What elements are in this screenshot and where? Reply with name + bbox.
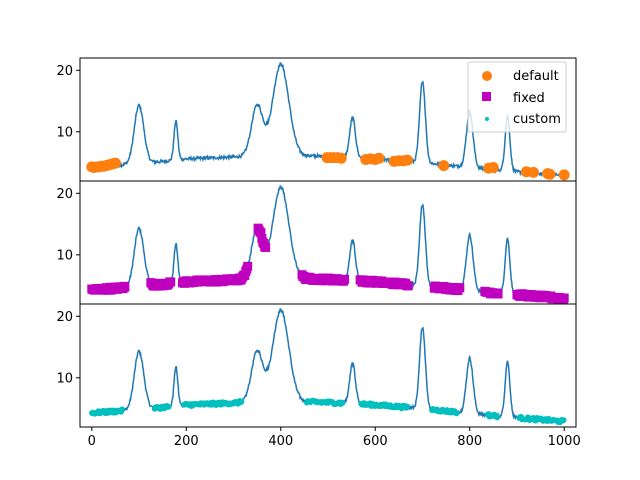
data-point (558, 169, 570, 181)
x-tick-label: 1000 (548, 434, 581, 449)
y-tick-label: 20 (56, 187, 73, 202)
data-point (560, 417, 567, 423)
data-point (403, 281, 413, 291)
legend-marker-fixed (482, 92, 491, 101)
data-point (401, 154, 413, 166)
x-tick-label: 200 (174, 434, 199, 449)
x-tick-label: 800 (457, 434, 482, 449)
x-tick-label: 0 (88, 434, 96, 449)
data-point (404, 403, 411, 410)
data-point (109, 157, 121, 169)
x-tick-label: 400 (268, 434, 293, 449)
legend-label-custom: custom (513, 112, 561, 127)
legend-marker-custom (485, 117, 489, 121)
y-tick-label: 10 (56, 248, 73, 263)
legend-label-default: default (513, 69, 559, 84)
series-default (86, 152, 570, 181)
data-point (373, 152, 385, 164)
data-point (559, 293, 569, 303)
axes-frame-2 (79, 303, 577, 428)
data-point (438, 160, 450, 172)
y-tick-label: 20 (56, 310, 73, 325)
data-point (256, 228, 266, 238)
data-point (340, 274, 350, 284)
data-point (487, 161, 499, 173)
series-fixed (87, 223, 569, 304)
y-tick-label: 10 (56, 371, 73, 386)
panel-1: 10 20 (56, 180, 577, 305)
y-tick-label: 10 (56, 125, 73, 140)
data-point (453, 410, 460, 417)
data-point (243, 261, 253, 271)
data-point (166, 403, 172, 410)
legend-marker-default (482, 71, 492, 81)
legend-label-fixed: fixed (513, 91, 545, 106)
data-point (494, 414, 500, 421)
legend: default fixed custom (467, 61, 567, 133)
legend-box (467, 61, 567, 133)
data-point (455, 283, 465, 293)
data-point (120, 282, 130, 292)
x-tick-label: 600 (363, 434, 388, 449)
data-point (544, 168, 556, 180)
data-point (335, 152, 347, 164)
data-point (493, 289, 503, 299)
data-point (339, 399, 346, 406)
y-tick-label: 20 (56, 64, 73, 79)
data-point (238, 398, 245, 405)
data-point (527, 166, 539, 178)
series-custom (89, 397, 567, 426)
data-point (261, 242, 271, 252)
data-point (119, 406, 125, 413)
panel-0: 10 20 (56, 57, 577, 182)
data-point (166, 277, 176, 287)
